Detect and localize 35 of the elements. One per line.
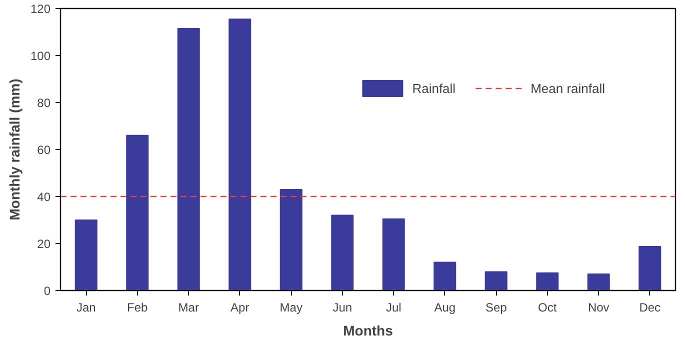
y-tick-label: 120 [30,2,51,16]
bar [382,218,405,290]
x-tick-label: Apr [230,300,250,314]
x-tick-label: Jun [332,300,352,314]
x-tick-label: Jul [386,300,402,314]
bar [587,274,610,290]
legend-label: Rainfall [412,80,456,96]
legend-label: Mean rainfall [530,80,605,96]
bar [536,272,559,290]
y-tick-label: 20 [37,237,51,251]
bar [331,214,354,290]
bar [280,188,302,290]
bar [228,18,252,290]
bar [177,28,200,290]
x-tick-label: Mar [178,300,199,314]
bar [74,220,98,290]
y-axis-title: Monthly rainfall (mm) [6,78,22,220]
x-tick-label: Feb [127,300,148,314]
x-tick-label: Nov [588,300,610,314]
bar [126,134,149,290]
bar [638,246,662,290]
x-tick-label: May [280,300,302,314]
bar [484,271,508,290]
y-tick-label: 40 [37,190,51,204]
y-tick-label: 100 [30,49,51,63]
bar [434,262,456,290]
x-tick-label: Dec [639,300,661,314]
x-tick-label: Aug [434,300,456,314]
x-axis-title: Months [343,322,394,338]
x-tick-label: Sep [485,300,508,314]
y-tick-label: 80 [37,96,51,110]
x-tick-label: Oct [538,300,558,314]
y-tick-label: 0 [44,284,51,298]
x-tick-label: Jan [76,300,96,314]
y-tick-label: 60 [37,143,51,157]
